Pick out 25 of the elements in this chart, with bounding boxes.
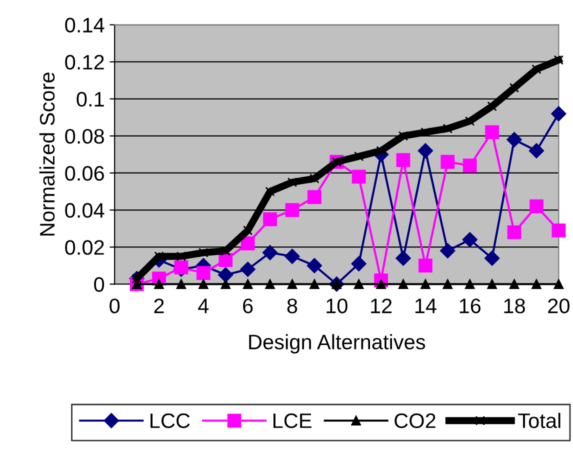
- y-tick-label: 0.14: [65, 18, 104, 33]
- x-tick-label: 16: [460, 298, 481, 314]
- legend-label: CO2: [394, 413, 436, 428]
- y-tick-label: 0.08: [65, 128, 104, 144]
- x-axis-title: Design Alternatives: [249, 334, 426, 354]
- x-tick-label: 0: [110, 298, 120, 314]
- legend-label: LCE: [274, 413, 312, 428]
- y-axis-title: Normalized Score: [39, 72, 55, 236]
- x-tick-label: 18: [504, 298, 525, 314]
- x-tick-label: 2: [154, 298, 164, 314]
- x-tick-label: 8: [287, 298, 298, 314]
- y-tick-label: 0: [94, 277, 104, 292]
- x-tick-label: 4: [198, 298, 209, 314]
- x-tick-label: 20: [548, 298, 570, 314]
- y-tick-label: 0.12: [65, 54, 104, 70]
- x-tick-label: 10: [326, 298, 348, 314]
- legend-label: LCC: [150, 413, 190, 428]
- legend-label: Total: [518, 412, 560, 428]
- y-tick-label: 0.02: [65, 240, 104, 255]
- x-tick-label: 12: [371, 298, 392, 314]
- y-tick-label: 0.04: [65, 203, 104, 218]
- y-tick-label: 0.06: [65, 166, 104, 181]
- x-tick-label: 6: [243, 298, 253, 314]
- y-tick-label: 0.1: [76, 92, 104, 107]
- x-tick-label: 14: [415, 298, 436, 314]
